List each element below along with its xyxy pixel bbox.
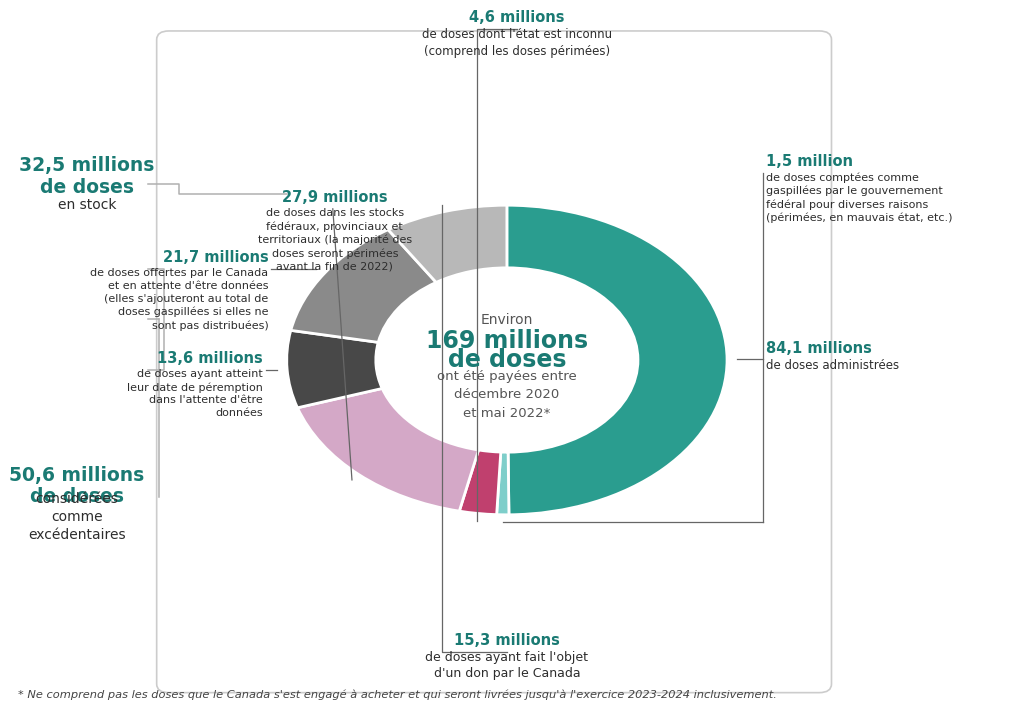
Text: de doses administrées: de doses administrées [766,359,899,372]
Wedge shape [497,452,509,515]
Text: de doses ayant fait l'objet
d'un don par le Canada: de doses ayant fait l'objet d'un don par… [425,651,589,680]
Wedge shape [460,450,501,515]
Text: 21,7 millions: 21,7 millions [163,251,268,266]
Text: Environ: Environ [480,313,534,328]
Text: 4,6 millions: 4,6 millions [469,10,565,25]
Text: de doses dont l'état est inconnu
(comprend les doses périmées): de doses dont l'état est inconnu (compre… [422,28,612,58]
Text: 84,1 millions: 84,1 millions [766,341,871,356]
Text: 32,5 millions
de doses: 32,5 millions de doses [19,156,155,197]
Text: en stock: en stock [57,198,117,212]
Text: de doses dans les stocks
fédéraux, provinciaux et
territoriaux (la majorité des
: de doses dans les stocks fédéraux, provi… [258,208,412,271]
Text: de doses ayant atteint
leur date de péremption
dans l'attente d'être
données: de doses ayant atteint leur date de pére… [127,369,263,418]
Text: * Ne comprend pas les doses que le Canada s'est engagé à acheter et qui seront l: * Ne comprend pas les doses que le Canad… [18,689,777,700]
Text: 13,6 millions: 13,6 millions [158,351,263,366]
Text: 1,5 million: 1,5 million [766,154,853,169]
Text: 15,3 millions: 15,3 millions [454,633,560,648]
Wedge shape [287,330,382,408]
Wedge shape [507,205,727,515]
Wedge shape [297,389,478,511]
Wedge shape [388,205,507,282]
Text: 50,6 millions
de doses: 50,6 millions de doses [9,466,144,506]
Text: de doses: de doses [447,348,566,372]
Text: 169 millions: 169 millions [426,329,588,354]
Text: de doses comptées comme
gaspillées par le gouvernement
fédéral pour diverses rai: de doses comptées comme gaspillées par l… [766,172,952,223]
Text: 27,9 millions: 27,9 millions [282,190,388,205]
Text: considérées
comme
excédentaires: considérées comme excédentaires [28,492,126,542]
Text: de doses offertes par le Canada
et en attente d'être données
(elles s'ajouteront: de doses offertes par le Canada et en at… [90,269,268,330]
Wedge shape [291,230,436,342]
Text: ont été payées entre
décembre 2020
et mai 2022*: ont été payées entre décembre 2020 et ma… [437,369,577,420]
